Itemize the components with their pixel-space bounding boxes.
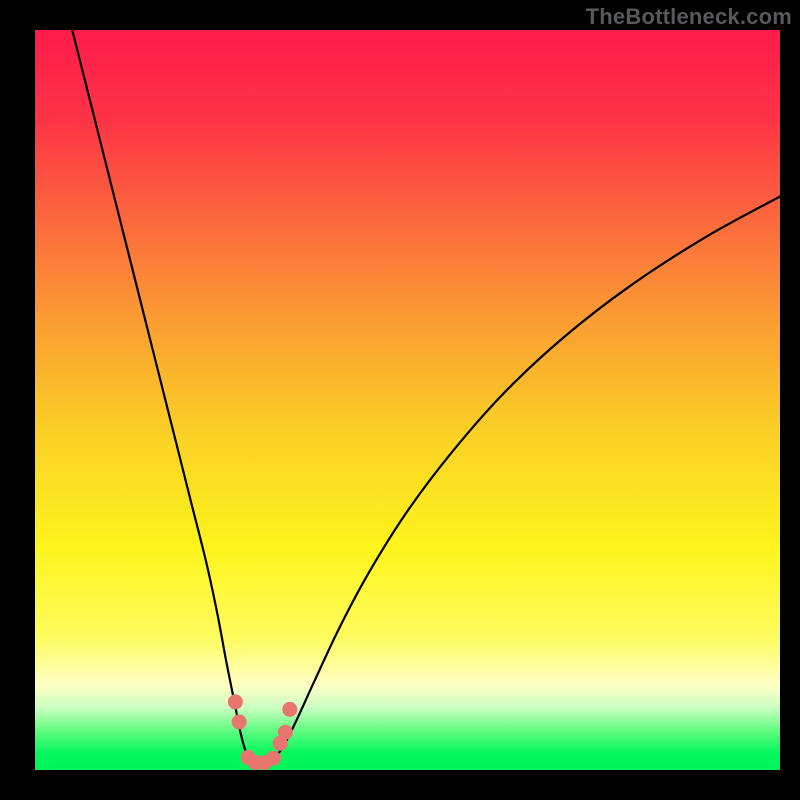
marker-point [282,702,297,717]
marker-point [278,725,293,740]
marker-point [266,751,281,766]
chart-svg [0,0,800,800]
marker-point [232,714,247,729]
marker-point [228,694,243,709]
watermark-text: TheBottleneck.com [586,4,792,30]
chart-container: TheBottleneck.com [0,0,800,800]
plot-background [35,30,780,770]
